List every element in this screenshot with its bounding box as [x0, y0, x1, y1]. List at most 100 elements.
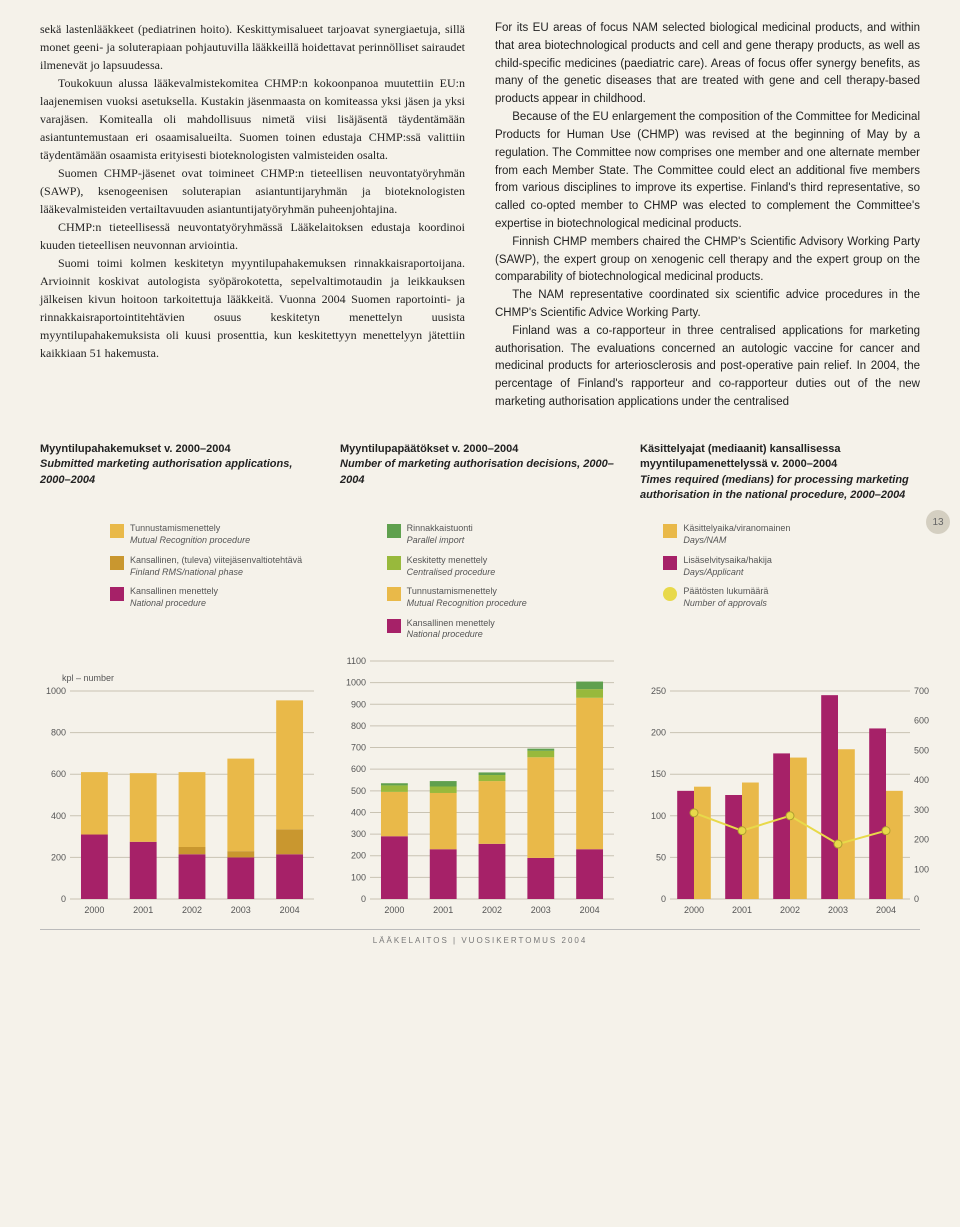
legend-swatch — [387, 524, 401, 538]
svg-text:2003: 2003 — [531, 905, 551, 915]
svg-text:600: 600 — [914, 716, 929, 726]
chart3-title: Käsittelyajat (mediaanit) kansallisessa … — [640, 442, 920, 504]
legend-text: Keskitetty menettelyCentralised procedur… — [407, 555, 496, 578]
svg-text:2003: 2003 — [828, 905, 848, 915]
legend-swatch — [110, 524, 124, 538]
paragraph: Suomi toimi kolmen keskitetyn myyntilupa… — [40, 254, 465, 362]
chart1-legend: TunnustamismenettelyMutual Recognition p… — [110, 523, 367, 649]
paragraph: CHMP:n tieteellisessä neuvontatyöryhmäss… — [40, 218, 465, 254]
chart3-svg: 0501001502002500100200300400500600700200… — [640, 687, 940, 917]
legend-swatch — [110, 556, 124, 570]
legend-item: Käsittelyaika/viranomainenDays/NAM — [663, 523, 920, 546]
svg-text:400: 400 — [51, 811, 66, 821]
svg-text:100: 100 — [651, 811, 666, 821]
paragraph: Toukokuun alussa lääkevalmistekomitea CH… — [40, 74, 465, 164]
paragraph: Finland was a co-rapporteur in three cen… — [495, 323, 920, 412]
legend-text: Lisäselvitysaika/hakijaDays/Applicant — [683, 555, 772, 578]
svg-text:2004: 2004 — [280, 905, 300, 915]
svg-text:1000: 1000 — [46, 687, 66, 696]
legend-item: TunnustamismenettelyMutual Recognition p… — [387, 586, 644, 609]
legend-swatch — [110, 587, 124, 601]
column-finnish: sekä lastenlääkkeet (pediatrinen hoito).… — [40, 20, 465, 412]
title-en: Number of marketing authorisation decisi… — [340, 457, 620, 488]
legend-text: TunnustamismenettelyMutual Recognition p… — [407, 586, 527, 609]
chart2-wrap: 0100200300400500600700800900100011002000… — [340, 657, 620, 917]
svg-text:2002: 2002 — [780, 905, 800, 915]
svg-text:600: 600 — [351, 764, 366, 774]
svg-text:200: 200 — [651, 728, 666, 738]
legend-item: TunnustamismenettelyMutual Recognition p… — [110, 523, 367, 546]
title-fi: Myyntilupahakemukset v. 2000–2004 — [40, 442, 320, 457]
svg-text:700: 700 — [351, 742, 366, 752]
svg-text:800: 800 — [51, 728, 66, 738]
legends-row: TunnustamismenettelyMutual Recognition p… — [40, 523, 920, 649]
legend-swatch — [663, 587, 677, 601]
legend-item: Päätösten lukumääräNumber of approvals — [663, 586, 920, 609]
svg-text:900: 900 — [351, 699, 366, 709]
text-columns: sekä lastenlääkkeet (pediatrinen hoito).… — [40, 20, 920, 412]
charts-row: kpl – number 020040060080010002000200120… — [40, 657, 920, 917]
svg-text:100: 100 — [351, 872, 366, 882]
svg-text:2004: 2004 — [876, 905, 896, 915]
legend-text: Päätösten lukumääräNumber of approvals — [683, 586, 768, 609]
legend-swatch — [387, 556, 401, 570]
svg-text:2000: 2000 — [384, 905, 404, 915]
legend-swatch — [387, 619, 401, 633]
svg-text:500: 500 — [351, 786, 366, 796]
paragraph: For its EU areas of focus NAM selected b… — [495, 20, 920, 109]
svg-text:2001: 2001 — [732, 905, 752, 915]
legend-text: Kansallinen, (tuleva) viitejäsenvaltiote… — [130, 555, 302, 578]
paragraph: Finnish CHMP members chaired the CHMP's … — [495, 234, 920, 287]
legend-text: RinnakkaistuontiParallel import — [407, 523, 473, 546]
svg-text:2001: 2001 — [133, 905, 153, 915]
title-fi: Myyntilupapäätökset v. 2000–2004 — [340, 442, 620, 457]
title-en: Submitted marketing authorisation applic… — [40, 457, 320, 488]
chart2-svg: 0100200300400500600700800900100011002000… — [340, 657, 620, 917]
svg-text:0: 0 — [661, 894, 666, 904]
page-number-badge: 13 — [926, 510, 950, 534]
chart-titles-row: Myyntilupahakemukset v. 2000–2004 Submit… — [40, 442, 920, 504]
svg-text:1000: 1000 — [346, 678, 366, 688]
legend-swatch — [387, 587, 401, 601]
svg-text:200: 200 — [914, 835, 929, 845]
svg-text:200: 200 — [351, 851, 366, 861]
legend-text: Kansallinen menettelyNational procedure — [407, 618, 495, 641]
svg-text:300: 300 — [914, 805, 929, 815]
svg-text:100: 100 — [914, 864, 929, 874]
svg-text:0: 0 — [914, 894, 919, 904]
svg-text:400: 400 — [914, 775, 929, 785]
legend-item: Kansallinen, (tuleva) viitejäsenvaltiote… — [110, 555, 367, 578]
svg-text:2000: 2000 — [84, 905, 104, 915]
legend-text: Kansallinen menettelyNational procedure — [130, 586, 218, 609]
svg-text:200: 200 — [51, 852, 66, 862]
legend-swatch — [663, 556, 677, 570]
paragraph: The NAM representative coordinated six s… — [495, 287, 920, 323]
svg-text:2004: 2004 — [580, 905, 600, 915]
svg-text:150: 150 — [651, 769, 666, 779]
chart3-legend: Käsittelyaika/viranomainenDays/NAM Lisäse… — [663, 523, 920, 649]
svg-text:500: 500 — [914, 745, 929, 755]
chart1-wrap: kpl – number 020040060080010002000200120… — [40, 673, 320, 917]
svg-text:2002: 2002 — [482, 905, 502, 915]
legend-item: Keskitetty menettelyCentralised procedur… — [387, 555, 644, 578]
svg-text:2000: 2000 — [684, 905, 704, 915]
kpl-label: kpl – number — [40, 673, 320, 683]
paragraph: Suomen CHMP-jäsenet ovat toimineet CHMP:… — [40, 164, 465, 218]
column-english: For its EU areas of focus NAM selected b… — [495, 20, 920, 412]
title-en: Times required (medians) for processing … — [640, 473, 920, 504]
title-fi: Käsittelyajat (mediaanit) kansallisessa … — [640, 442, 920, 473]
paragraph: sekä lastenlääkkeet (pediatrinen hoito).… — [40, 20, 465, 74]
chart1-svg: 0200400600800100020002001200220032004 — [40, 687, 320, 917]
chart1-title: Myyntilupahakemukset v. 2000–2004 Submit… — [40, 442, 320, 504]
svg-text:50: 50 — [656, 852, 666, 862]
svg-text:800: 800 — [351, 721, 366, 731]
legend-item: RinnakkaistuontiParallel import — [387, 523, 644, 546]
svg-text:700: 700 — [914, 687, 929, 696]
svg-text:300: 300 — [351, 829, 366, 839]
legend-swatch — [663, 524, 677, 538]
legend-text: Käsittelyaika/viranomainenDays/NAM — [683, 523, 790, 546]
legend-item: Lisäselvitysaika/hakijaDays/Applicant — [663, 555, 920, 578]
svg-text:0: 0 — [61, 894, 66, 904]
chart2-legend: RinnakkaistuontiParallel import Keskitett… — [387, 523, 644, 649]
page-footer: Lääkelaitos | Vuosikertomus 2004 — [40, 929, 920, 945]
